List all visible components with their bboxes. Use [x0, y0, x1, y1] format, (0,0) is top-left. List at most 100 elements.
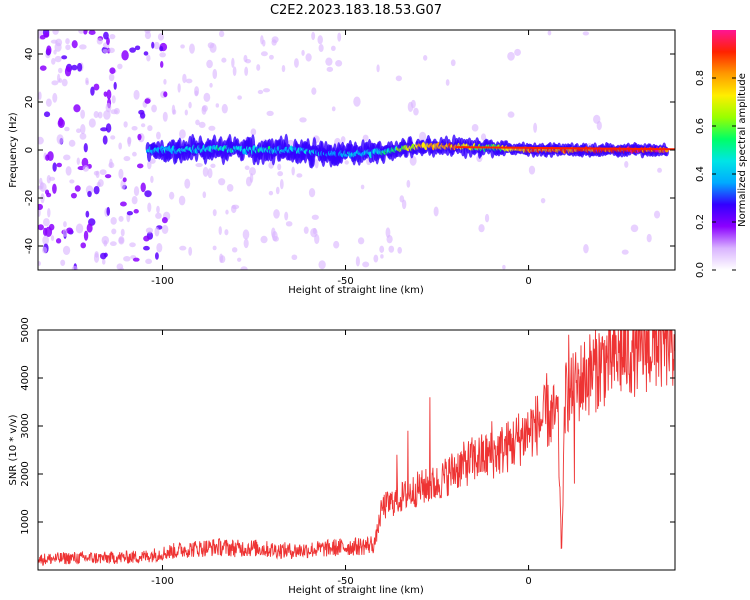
- noise-speckle: [182, 73, 187, 84]
- noise-speckle: [163, 78, 167, 85]
- noise-speckle: [340, 136, 346, 144]
- noise-speckle: [212, 245, 217, 251]
- noise-speckle: [507, 111, 515, 118]
- y-tick-label: -40: [24, 238, 35, 254]
- noise-speckle: [79, 44, 87, 50]
- noise-speckle: [83, 142, 88, 153]
- noise-speckle: [203, 92, 211, 103]
- noise-speckle: [514, 48, 521, 56]
- noise-speckle: [150, 175, 154, 184]
- noise-speckle: [110, 217, 117, 225]
- noise-speckle: [407, 101, 414, 112]
- noise-speckle: [151, 41, 155, 49]
- noise-speckle: [423, 55, 428, 61]
- noise-speckle: [237, 95, 242, 100]
- noise-speckle: [385, 227, 391, 238]
- noise-speckle: [65, 166, 72, 176]
- noise-speckle: [242, 229, 250, 240]
- noise-speckle: [82, 165, 90, 172]
- noise-speckle: [65, 38, 70, 45]
- colorbar-tick-label: 0.2: [695, 214, 706, 230]
- noise-speckle: [450, 59, 456, 67]
- noise-speckle: [42, 246, 48, 254]
- noise-speckle: [418, 131, 427, 142]
- noise-speckle: [51, 58, 56, 65]
- noise-speckle: [123, 121, 128, 128]
- noise-speckle: [237, 257, 242, 262]
- noise-speckle: [210, 163, 216, 168]
- noise-speckle: [51, 80, 59, 86]
- noise-speckle: [127, 136, 132, 145]
- noise-speckle: [143, 235, 150, 242]
- noise-speckle: [621, 249, 629, 255]
- y-tick-label: 4000: [20, 365, 31, 390]
- noise-speckle: [161, 224, 169, 234]
- noise-speckle: [61, 78, 68, 87]
- noise-speckle: [201, 105, 207, 115]
- noise-speckle: [212, 68, 218, 80]
- noise-speckle: [357, 237, 365, 245]
- noise-speckle: [108, 47, 115, 54]
- noise-speckle: [260, 235, 268, 244]
- y-tick-label: 2000: [20, 461, 31, 486]
- noise-speckle: [159, 52, 166, 58]
- noise-speckle: [38, 208, 41, 217]
- noise-speckle: [129, 47, 136, 53]
- noise-speckle: [87, 190, 92, 198]
- noise-speckle: [224, 229, 229, 236]
- noise-speckle: [153, 41, 160, 50]
- noise-speckle: [111, 95, 116, 104]
- noise-speckle: [133, 186, 140, 197]
- noise-speckle: [140, 123, 146, 128]
- noise-speckle: [445, 79, 450, 86]
- x-tick-label: 0: [525, 276, 531, 287]
- noise-speckle: [160, 60, 164, 68]
- noise-speckle: [333, 240, 340, 249]
- colorbar-tick-label: 0.0: [695, 262, 706, 278]
- noise-speckle: [206, 59, 213, 69]
- ridge-line: [455, 146, 675, 151]
- noise-speckle: [105, 102, 112, 113]
- noise-speckle: [657, 167, 662, 173]
- noise-speckle: [57, 67, 63, 74]
- noise-speckle: [388, 245, 395, 253]
- noise-speckle: [209, 82, 213, 88]
- noise-speckle: [312, 227, 317, 235]
- noise-speckle: [314, 158, 319, 169]
- noise-speckle: [83, 230, 89, 241]
- snr-frame: [37, 329, 676, 571]
- noise-speckle: [547, 30, 552, 36]
- colorbar-label: Normalized spectral amplitude: [737, 73, 748, 227]
- noise-speckle: [38, 136, 44, 145]
- snr-plot: [38, 330, 675, 566]
- noise-speckle: [133, 209, 139, 214]
- noise-speckle: [154, 226, 160, 237]
- noise-speckle: [47, 151, 54, 162]
- colorbar: [712, 30, 736, 270]
- noise-speckle: [318, 260, 326, 270]
- noise-speckle: [117, 63, 123, 70]
- noise-speckle: [133, 89, 140, 100]
- noise-speckle: [533, 122, 538, 133]
- noise-speckle: [273, 209, 280, 219]
- noise-speckle: [102, 135, 108, 145]
- noise-speckle: [45, 98, 52, 107]
- x-tick-label: -100: [151, 276, 174, 287]
- noise-speckle: [120, 228, 125, 237]
- noise-speckle: [244, 66, 249, 76]
- noise-speckle: [75, 128, 82, 134]
- noise-speckle: [42, 235, 49, 246]
- noise-speckle: [52, 162, 57, 172]
- noise-speckle: [62, 245, 71, 255]
- snr-line: [38, 330, 675, 566]
- noise-speckle: [38, 203, 43, 211]
- noise-speckle: [480, 133, 487, 141]
- noise-speckle: [80, 123, 86, 135]
- noise-speckle: [376, 64, 380, 73]
- noise-speckle: [260, 51, 268, 57]
- snr-y-label: SNR (10 * v/v): [8, 414, 19, 485]
- noise-speckle: [147, 202, 152, 213]
- noise-speckle: [172, 109, 177, 115]
- noise-speckle: [132, 257, 140, 262]
- noise-speckle: [218, 30, 225, 38]
